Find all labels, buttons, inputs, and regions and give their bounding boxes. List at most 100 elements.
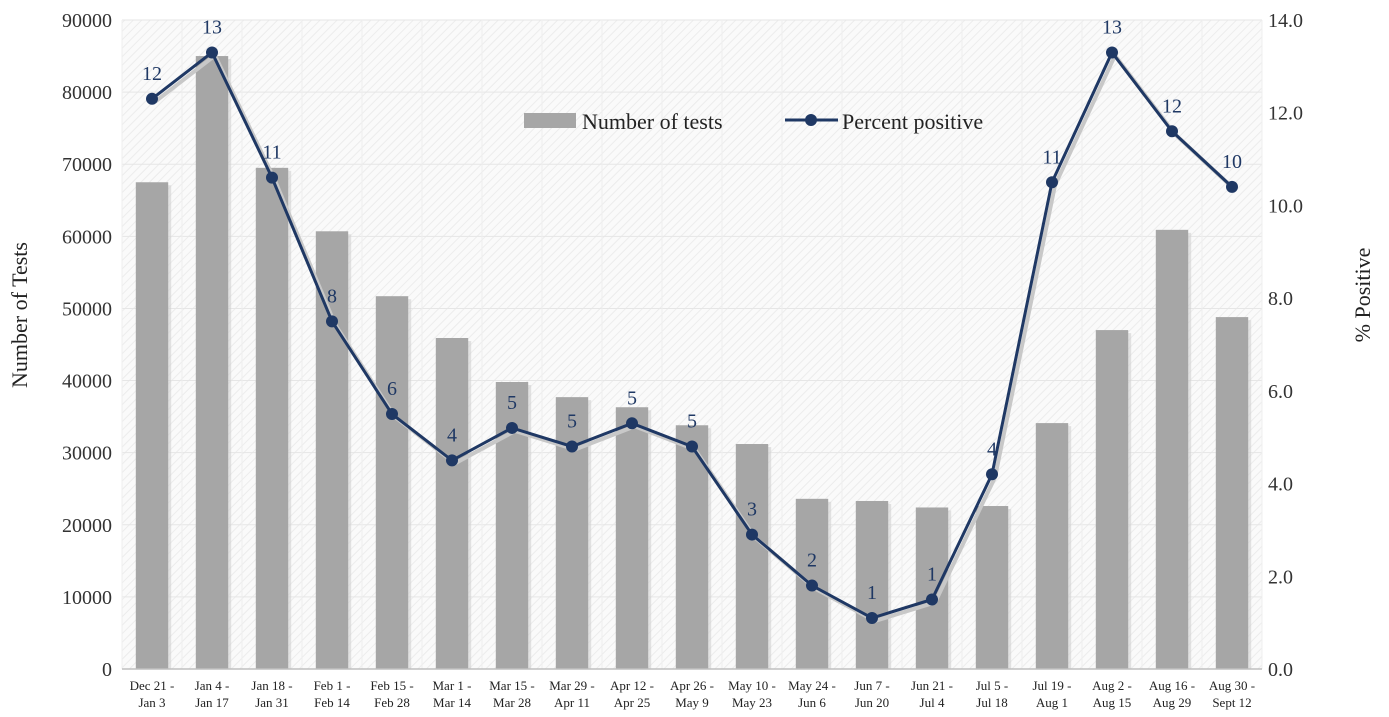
left-tick-label: 40000 bbox=[62, 371, 112, 393]
line-point bbox=[866, 612, 878, 625]
data-label: 5 bbox=[627, 387, 637, 409]
category-label: Jul 5 -Jul 18 bbox=[976, 678, 1009, 710]
category-label: Feb 1 -Feb 14 bbox=[314, 678, 351, 710]
bar bbox=[195, 56, 229, 670]
line-point bbox=[986, 468, 998, 481]
data-label: 12 bbox=[1162, 95, 1182, 117]
legend-swatch-number-of-tests bbox=[524, 113, 576, 128]
category-label: May 10 -May 23 bbox=[728, 678, 776, 710]
category-label: Jul 19 -Aug 1 bbox=[1033, 678, 1072, 710]
left-tick-label: 10000 bbox=[62, 587, 112, 609]
data-label: 5 bbox=[507, 392, 517, 414]
data-label: 5 bbox=[687, 410, 697, 432]
left-tick-label: 80000 bbox=[62, 82, 112, 104]
category-label: Jun 7 -Jun 20 bbox=[854, 678, 889, 710]
bar bbox=[675, 425, 709, 669]
line-point bbox=[926, 593, 938, 606]
bar bbox=[1155, 229, 1189, 670]
data-label: 6 bbox=[387, 378, 397, 400]
line-point bbox=[746, 528, 758, 541]
line-point bbox=[566, 440, 578, 453]
line-point bbox=[1166, 125, 1178, 138]
data-label: 11 bbox=[1042, 146, 1061, 168]
left-tick-label: 60000 bbox=[62, 226, 112, 248]
category-label: May 24 -Jun 6 bbox=[788, 678, 836, 710]
data-label: 8 bbox=[327, 285, 337, 307]
right-tick-label: 8.0 bbox=[1268, 288, 1293, 310]
category-label: Mar 29 -Apr 11 bbox=[549, 678, 595, 710]
category-label: Jun 21 -Jul 4 bbox=[911, 678, 953, 710]
data-label: 12 bbox=[142, 63, 162, 85]
bar bbox=[855, 500, 889, 669]
data-label: 2 bbox=[807, 550, 817, 572]
right-tick-label: 12.0 bbox=[1268, 103, 1303, 125]
left-tick-label: 20000 bbox=[62, 515, 112, 537]
data-label: 10 bbox=[1222, 151, 1242, 173]
category-label: Mar 1 -Mar 14 bbox=[433, 678, 472, 710]
bar bbox=[615, 407, 649, 669]
bar bbox=[1095, 330, 1129, 669]
line-point bbox=[626, 417, 638, 430]
category-label: Jan 4 -Jan 17 bbox=[195, 678, 230, 710]
data-label: 5 bbox=[567, 410, 577, 432]
category-label: Feb 15 -Feb 28 bbox=[370, 678, 413, 710]
line-point bbox=[806, 579, 818, 592]
category-label: Aug 16 -Aug 29 bbox=[1149, 678, 1195, 710]
bar bbox=[315, 231, 349, 669]
data-label: 11 bbox=[262, 142, 281, 164]
data-label: 1 bbox=[867, 582, 877, 604]
bar bbox=[555, 397, 589, 669]
right-tick-label: 14.0 bbox=[1268, 10, 1303, 32]
data-label: 13 bbox=[202, 16, 222, 38]
bar bbox=[735, 444, 769, 669]
line-point bbox=[266, 171, 278, 184]
line-point bbox=[506, 421, 518, 434]
category-label: Mar 15 -Mar 28 bbox=[489, 678, 535, 710]
left-tick-label: 0 bbox=[102, 659, 112, 681]
right-tick-label: 2.0 bbox=[1268, 566, 1293, 588]
line-point bbox=[206, 46, 218, 59]
line-point bbox=[146, 92, 158, 105]
right-tick-label: 4.0 bbox=[1268, 474, 1293, 496]
bar bbox=[135, 182, 169, 669]
right-tick-label: 0.0 bbox=[1268, 659, 1293, 681]
left-tick-label: 90000 bbox=[62, 10, 112, 32]
left-tick-label: 30000 bbox=[62, 443, 112, 465]
line-point bbox=[686, 440, 698, 453]
data-label: 3 bbox=[747, 499, 757, 521]
category-label: Jan 18 -Jan 31 bbox=[251, 678, 292, 710]
bar bbox=[1035, 423, 1069, 669]
axes: 0 10000 20000 30000 40000 50000 60000 70000 8000… bbox=[62, 10, 1303, 710]
left-tick-label: 70000 bbox=[62, 154, 112, 176]
line-point bbox=[446, 454, 458, 467]
bar bbox=[255, 167, 289, 670]
category-label: Apr 12 -Apr 25 bbox=[610, 678, 654, 710]
data-label: 4 bbox=[987, 438, 997, 460]
bar bbox=[975, 506, 1009, 669]
line-point bbox=[1046, 176, 1058, 189]
category-label: Aug 30 -Sept 12 bbox=[1209, 678, 1255, 710]
legend-label-number-of-tests: Number of tests bbox=[582, 109, 723, 134]
line-point bbox=[326, 315, 338, 328]
right-axis-title: % Positive bbox=[1350, 248, 1375, 343]
data-label: 4 bbox=[447, 424, 457, 446]
bar bbox=[375, 296, 409, 669]
left-axis-title: Number of Tests bbox=[7, 242, 32, 388]
gridlines bbox=[121, 19, 1263, 670]
right-tick-label: 6.0 bbox=[1268, 381, 1293, 403]
legend: Number of tests Percent positive bbox=[524, 109, 983, 134]
line-point bbox=[1106, 46, 1118, 59]
category-label: Aug 2 -Aug 15 bbox=[1092, 678, 1132, 710]
category-label: Apr 26 -May 9 bbox=[670, 678, 714, 710]
legend-label-percent-positive: Percent positive bbox=[842, 109, 983, 134]
bar bbox=[1215, 317, 1249, 669]
category-label: Dec 21 -Jan 3 bbox=[130, 678, 175, 710]
legend-marker-percent-positive bbox=[805, 114, 817, 126]
left-tick-label: 50000 bbox=[62, 298, 112, 320]
right-tick-label: 10.0 bbox=[1268, 195, 1303, 217]
bar-series bbox=[135, 56, 1252, 670]
line-point bbox=[386, 408, 398, 421]
data-label: 13 bbox=[1102, 16, 1122, 38]
